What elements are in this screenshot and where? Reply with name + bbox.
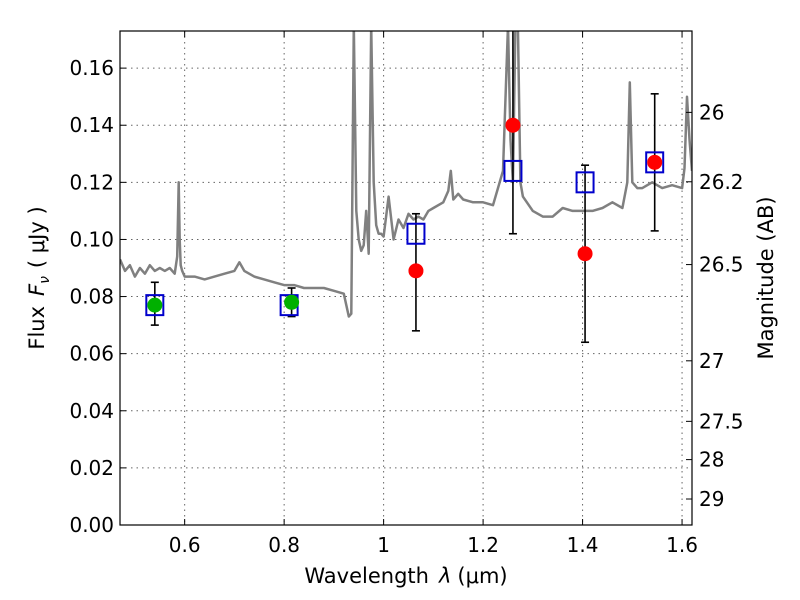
hst-point xyxy=(505,117,521,133)
x-axis-label: Wavelength λ (μm) xyxy=(304,564,507,588)
y2-tick-label: 28 xyxy=(699,448,724,472)
y-tick-label: 0.06 xyxy=(69,342,114,366)
x-tick-label: 1.2 xyxy=(467,533,499,557)
y-tick-label: 0.08 xyxy=(69,285,114,309)
axes: 0.6 0.8 1 1.2 1.4 1.6 0.00 0.02 0.04 0.06 0.08 0.10… xyxy=(69,31,744,557)
points-layer xyxy=(145,31,665,344)
y-tick-label: 0.04 xyxy=(69,399,114,423)
model-spectrum-line xyxy=(120,31,692,318)
model-point xyxy=(145,294,165,317)
plot-area xyxy=(120,31,692,525)
y2-tick-label: 26 xyxy=(699,100,724,124)
y-tick-label: 0.16 xyxy=(69,56,114,80)
y-tick-label: 0.02 xyxy=(69,456,114,480)
x-tick-label: 1.4 xyxy=(567,533,599,557)
x-tick-label: 0.6 xyxy=(169,533,201,557)
data-layer xyxy=(120,31,692,318)
hst-point xyxy=(408,263,424,279)
ground-point xyxy=(147,297,163,313)
plot-frame xyxy=(119,30,693,526)
x-tick-label: 1.6 xyxy=(666,533,698,557)
y2-tick-label: 29 xyxy=(699,487,724,511)
y2-axis-label: Magnitude (AB) xyxy=(754,196,778,359)
hst-point xyxy=(647,154,663,170)
y-tick-label: 0.14 xyxy=(69,113,114,137)
hst-point xyxy=(577,246,593,262)
y2-tick-label: 26.2 xyxy=(699,170,744,194)
model-point xyxy=(575,171,595,194)
y-tick-label: 0.12 xyxy=(69,170,114,194)
model-point xyxy=(645,151,665,174)
model-point xyxy=(406,222,426,245)
ground-point xyxy=(284,294,300,310)
y2-tick-label: 27.5 xyxy=(699,409,744,433)
y-axis-label: FluxFν( μJy ) xyxy=(25,206,53,349)
model-point xyxy=(503,159,523,182)
y-tick-label: 0.10 xyxy=(69,227,114,251)
y2-tick-label: 27 xyxy=(699,349,724,373)
y2-tick-label: 26.5 xyxy=(699,253,744,277)
x-tick-label: 1 xyxy=(377,533,390,557)
x-tick-label: 0.8 xyxy=(268,533,300,557)
y-tick-label: 0.00 xyxy=(69,513,114,537)
